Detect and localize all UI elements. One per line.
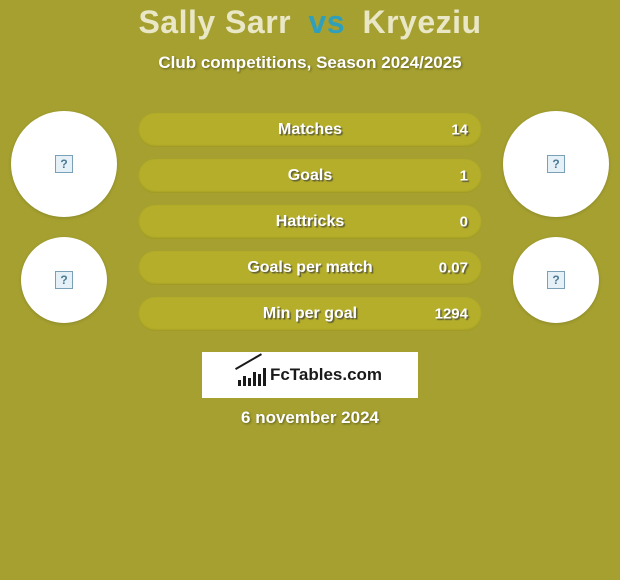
- avatar: ?: [503, 111, 609, 217]
- stat-bars: Matches 14 Goals 1 Hattricks 0 Goals per match…: [138, 113, 482, 331]
- stat-value-right: 0.07: [439, 260, 468, 277]
- brand-icon-bar: [248, 378, 251, 386]
- title-vs: vs: [308, 4, 345, 40]
- stat-bar: Hattricks 0: [138, 205, 482, 239]
- brand-icon-bar: [258, 374, 261, 386]
- avatar: ?: [11, 111, 117, 217]
- stat-value-right: 14: [451, 122, 468, 139]
- image-placeholder-icon: ?: [547, 271, 565, 289]
- title-player1: Sally Sarr: [138, 4, 291, 40]
- brand-icon-bar: [263, 368, 266, 386]
- page-title: Sally Sarr vs Kryeziu: [0, 4, 620, 41]
- stat-bar: Goals 1: [138, 159, 482, 193]
- stat-label: Goals per match: [247, 259, 372, 277]
- title-player2: Kryeziu: [362, 4, 481, 40]
- image-placeholder-icon: ?: [55, 271, 73, 289]
- brand-badge: FcTables.com: [202, 352, 418, 398]
- avatar: ?: [21, 237, 107, 323]
- date-label: 6 november 2024: [0, 408, 620, 428]
- content-area: ?? ?? Matches 14 Goals 1 Hattricks 0 Goals per…: [0, 111, 620, 371]
- stat-bar: Matches 14: [138, 113, 482, 147]
- avatars-right: ??: [496, 111, 616, 323]
- brand-icon-bar: [238, 380, 241, 386]
- brand-text: FcTables.com: [270, 365, 382, 385]
- avatar: ?: [513, 237, 599, 323]
- stat-bar: Min per goal 1294: [138, 297, 482, 331]
- subtitle: Club competitions, Season 2024/2025: [0, 53, 620, 73]
- stat-value-right: 1: [460, 168, 468, 185]
- brand-icon-bars: [238, 368, 266, 386]
- brand-icon-bar: [253, 372, 256, 386]
- image-placeholder-icon: ?: [55, 155, 73, 173]
- image-placeholder-icon: ?: [547, 155, 565, 173]
- brand-icon-bar: [243, 376, 246, 386]
- stat-value-right: 0: [460, 214, 468, 231]
- stat-bar: Goals per match 0.07: [138, 251, 482, 285]
- stat-value-right: 1294: [435, 306, 468, 323]
- stat-label: Goals: [288, 167, 332, 185]
- comparison-card: Sally Sarr vs Kryeziu Club competitions,…: [0, 0, 620, 580]
- stat-label: Min per goal: [263, 305, 357, 323]
- brand-chart-icon: [238, 364, 264, 386]
- stat-label: Hattricks: [276, 213, 344, 231]
- stat-label: Matches: [278, 121, 342, 139]
- avatars-left: ??: [4, 111, 124, 323]
